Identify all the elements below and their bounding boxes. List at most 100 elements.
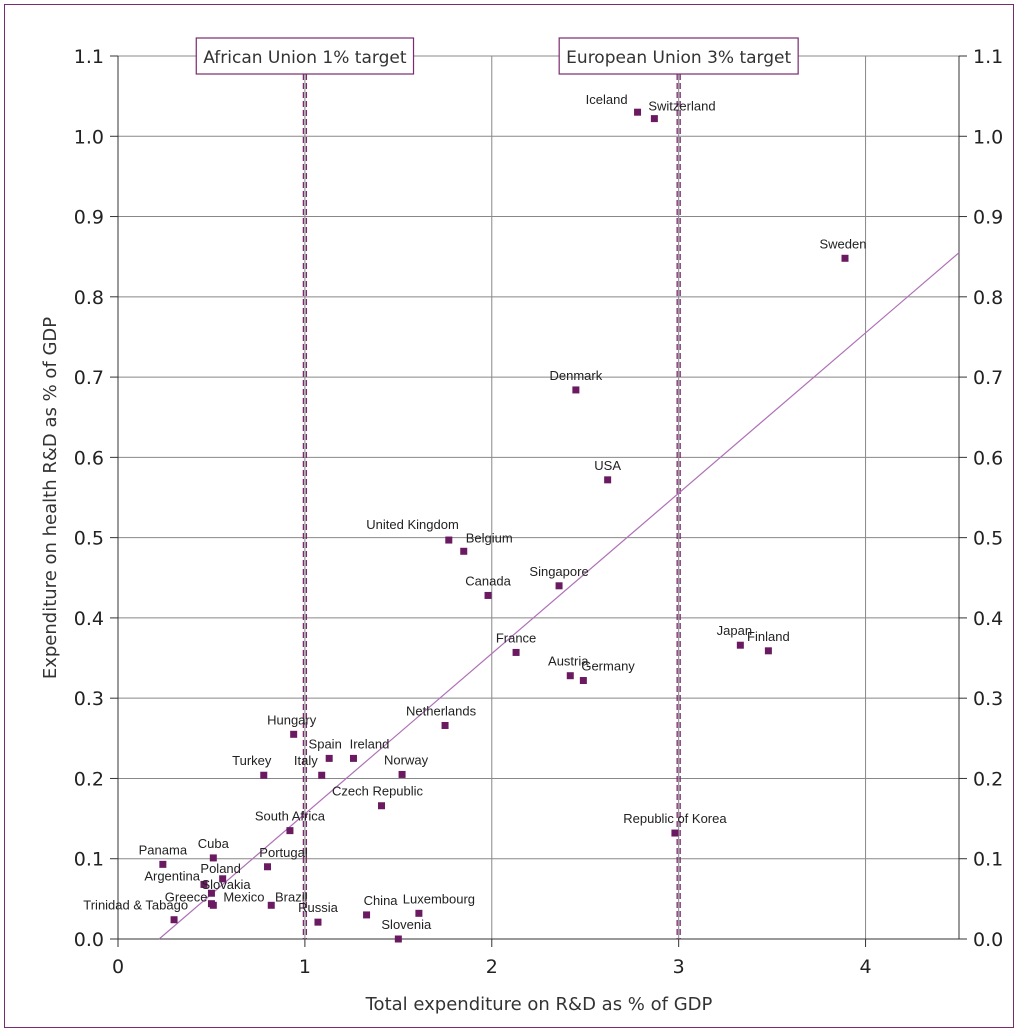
y-tick-label-right: 0.9: [973, 207, 1003, 229]
data-point: South Africa: [255, 809, 326, 835]
tick-labels: 0.0 0.0 0.1 0.1 0.2 0.2 0.3 0.3 0.4 0.4 0.5 0.5 0.6 0…: [74, 46, 1003, 978]
data-point-marker: [634, 108, 642, 116]
data-point-marker: [159, 860, 167, 868]
data-point-label: Argentina: [144, 868, 200, 883]
y-tick-label-left: 0.9: [74, 207, 104, 229]
y-tick-label-left: 1.1: [74, 46, 104, 68]
y-tick-label-left: 1.0: [74, 126, 104, 148]
data-point-label: Switzerland: [648, 99, 715, 114]
data-point: Iceland: [586, 92, 642, 116]
data-point-label: Norway: [384, 752, 429, 767]
reference-line-label: African Union 1% target: [203, 48, 407, 68]
data-point-marker: [415, 909, 423, 917]
data-point: Cuba: [198, 836, 230, 862]
data-point: Germany: [579, 659, 635, 685]
data-point-label: Canada: [465, 573, 511, 588]
data-point-marker: [484, 591, 492, 599]
y-tick-label-right: 1.0: [973, 126, 1003, 148]
data-point-marker: [378, 802, 386, 810]
data-point-label: Luxembourg: [403, 891, 475, 906]
data-point: Austria: [548, 654, 589, 680]
data-point-label: Ireland: [350, 736, 390, 751]
data-point: Belgium: [460, 530, 513, 555]
y-tick-label-left: 0.4: [74, 608, 104, 630]
y-tick-label-left: 0.0: [74, 929, 104, 951]
data-point: Spain: [309, 736, 342, 762]
data-point: Norway: [384, 752, 429, 778]
data-point-marker: [170, 916, 178, 924]
data-point-label: Poland: [200, 861, 240, 876]
data-point-marker: [579, 677, 587, 685]
data-point-marker: [566, 672, 574, 680]
data-point-marker: [349, 754, 357, 762]
data-point-label: Slovenia: [381, 917, 432, 932]
data-point: Argentina: [144, 868, 208, 888]
data-point-marker: [325, 754, 333, 762]
y-tick-label-right: 0.3: [973, 688, 1003, 710]
data-point-marker: [555, 582, 563, 590]
y-tick-label-left: 0.7: [74, 367, 104, 389]
data-point: Denmark: [550, 368, 603, 394]
data-point: Poland: [200, 861, 241, 883]
data-point-label: Denmark: [550, 368, 603, 383]
data-point-label: China: [364, 893, 399, 908]
data-point-label: Brazil: [275, 889, 308, 904]
y-axis-label: Expenditure on health R&D as % of GDP: [40, 317, 61, 679]
data-point-label: Turkey: [232, 753, 272, 768]
data-point-label: Finland: [747, 629, 790, 644]
data-point: Panama: [139, 842, 188, 868]
data-point-label: Singapore: [529, 564, 588, 579]
data-point-marker: [318, 771, 326, 779]
x-tick-label: 3: [673, 956, 685, 978]
data-point-marker: [764, 647, 772, 655]
data-point: Singapore: [529, 564, 589, 590]
data-point-marker: [512, 648, 520, 656]
trendline: [158, 252, 960, 940]
data-point-label: France: [496, 630, 536, 645]
y-tick-label-left: 0.1: [74, 849, 104, 871]
data-point: Republic of Korea: [623, 811, 727, 837]
data-point-label: Cuba: [198, 836, 230, 851]
data-point-marker: [841, 254, 849, 262]
x-tick-label: 2: [486, 956, 498, 978]
data-point-label: Germany: [581, 659, 635, 674]
data-point: United Kingdom: [366, 517, 459, 544]
reference-label-box: [195, 37, 415, 75]
data-point-marker: [394, 935, 402, 943]
y-tick-label-left: 0.2: [74, 768, 104, 790]
axes: [110, 55, 967, 947]
data-point-label: Slovakia: [201, 877, 251, 892]
data-point-label: Netherlands: [406, 703, 477, 718]
data-point: Sweden: [820, 236, 866, 262]
data-point-marker: [314, 918, 322, 926]
data-point: Russia: [298, 900, 339, 926]
y-tick-label-right: 0.2: [973, 768, 1003, 790]
y-tick-label-right: 0.1: [973, 849, 1003, 871]
reference-line-label: European Union 3% target: [566, 48, 791, 68]
data-point-label: Republic of Korea: [623, 811, 727, 826]
y-tick-label-right: 0.5: [973, 528, 1003, 550]
data-point-label: Italy: [294, 753, 318, 768]
data-point-label: Iceland: [586, 92, 628, 107]
data-point-label: Spain: [309, 736, 342, 751]
data-point-marker: [445, 536, 453, 544]
data-point-marker: [363, 911, 371, 919]
data-point: Luxembourg: [403, 891, 475, 917]
y-tick-label-right: 0.4: [973, 608, 1003, 630]
data-point-marker: [460, 547, 468, 555]
data-point-marker: [207, 889, 215, 897]
x-axis-label: Total expenditure on R&D as % of GDP: [365, 994, 713, 1015]
data-point-label: Greece: [165, 890, 208, 905]
data-point-marker: [671, 829, 679, 837]
data-point-label: Russia: [298, 900, 339, 915]
y-tick-label-right: 0.8: [973, 287, 1003, 309]
data-point: USA: [594, 458, 621, 484]
y-tick-label-left: 0.5: [74, 528, 104, 550]
data-point-label: Trinidad & Tabago: [83, 898, 188, 913]
data-point: Slovakia: [201, 877, 251, 897]
data-point: Turkey: [232, 753, 272, 779]
data-point-label: Austria: [548, 654, 589, 669]
data-point-label: Belgium: [466, 530, 513, 545]
chart-frame: [4, 4, 1014, 1028]
